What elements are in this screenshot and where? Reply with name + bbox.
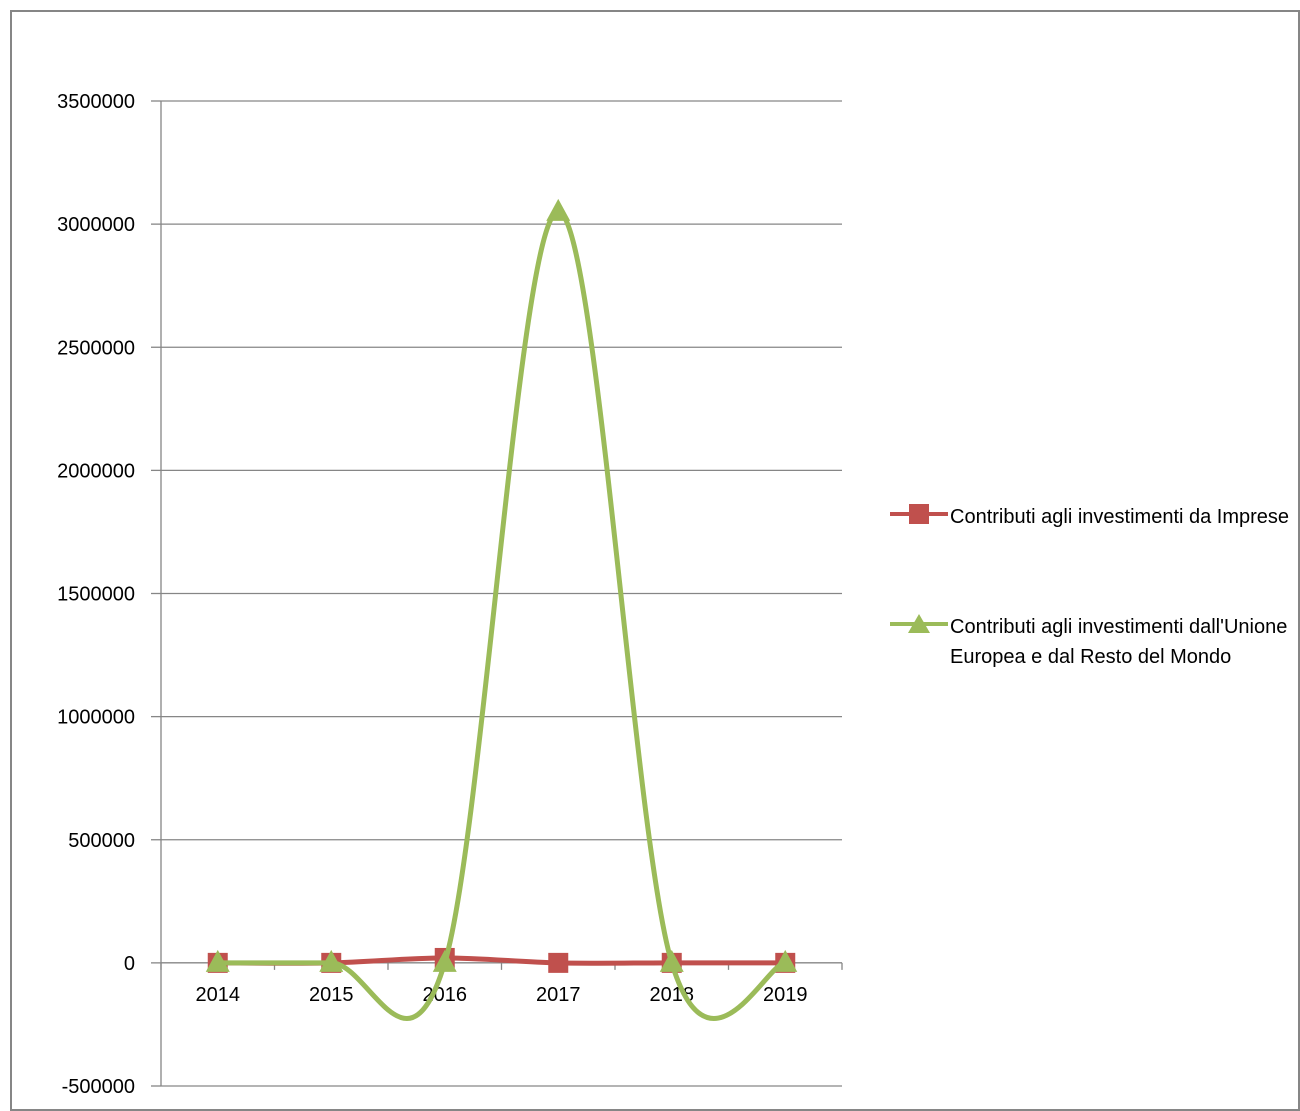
y-tick-label: 500000	[68, 830, 135, 852]
y-tick-label: 2000000	[57, 460, 135, 482]
y-tick-label: -500000	[62, 1076, 135, 1098]
data-point-triangle	[432, 949, 457, 972]
legend-label: Contributi agli investimenti dall'Unione…	[950, 616, 1288, 668]
data-point-triangle	[659, 949, 684, 972]
series	[205, 198, 798, 1021]
y-tick-label: 3500000	[57, 91, 135, 113]
y-tick-label: 3000000	[57, 214, 135, 236]
y-tick-label: 1500000	[57, 584, 135, 606]
data-point-triangle	[546, 198, 571, 221]
legend-swatch-square	[890, 504, 948, 524]
data-point-triangle	[773, 949, 798, 972]
chart-frame: -500000 0 500000 1000000 1500000 2000000 25000…	[10, 10, 1300, 1111]
x-tick-label: 2017	[536, 984, 581, 1006]
x-tick-label: 2014	[196, 984, 241, 1006]
data-point-square	[548, 952, 569, 973]
y-tick-label: 2500000	[57, 337, 135, 359]
data-point-triangle	[319, 949, 344, 972]
data-point-triangle	[205, 949, 230, 972]
gridlines	[161, 100, 842, 1087]
axes: -500000 0 500000 1000000 1500000 2000000 25000…	[57, 91, 843, 1098]
x-tick-label: 2019	[763, 984, 808, 1006]
legend-label: Contributi agli investimenti da Imprese	[950, 506, 1290, 528]
series-line	[215, 209, 788, 1021]
y-tick-label: 0	[124, 953, 135, 975]
x-tick-label: 2015	[309, 984, 354, 1006]
legend-swatch-triangle	[890, 614, 948, 633]
chart-title	[12, 0, 1300, 12]
line-chart: -500000 0 500000 1000000 1500000 2000000 25000…	[57, 91, 843, 1098]
y-tick-label: 1000000	[57, 707, 135, 729]
